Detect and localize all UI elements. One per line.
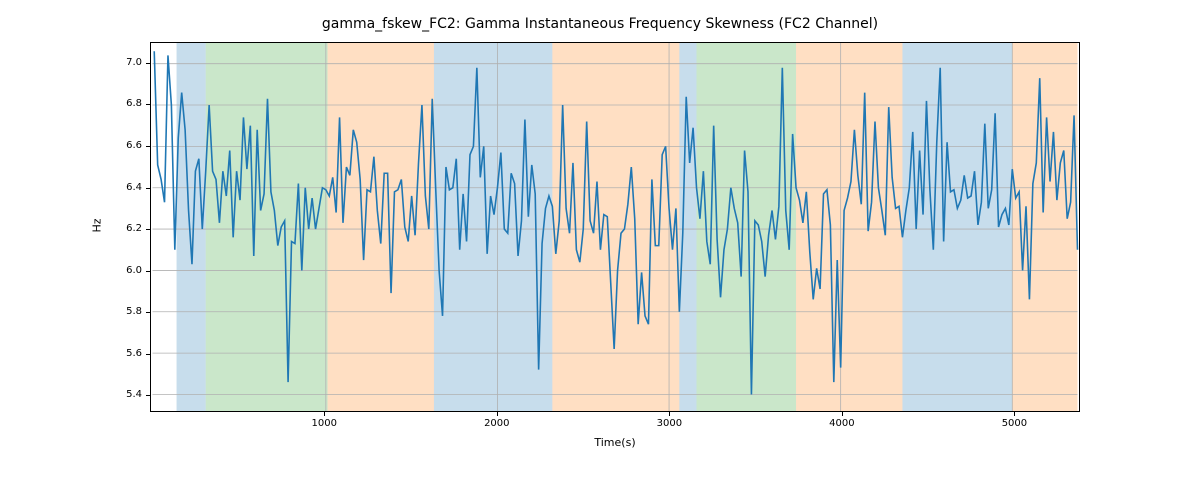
background-band (679, 43, 696, 411)
y-tick-label: 5.6 (126, 348, 142, 359)
x-tick-label: 4000 (829, 418, 854, 429)
x-tick-label: 3000 (657, 418, 682, 429)
background-band (328, 43, 434, 411)
background-band (1012, 43, 1077, 411)
chart-title: gamma_fskew_FC2: Gamma Instantaneous Fre… (0, 16, 1200, 32)
y-tick-mark (146, 354, 150, 355)
x-tick-mark (842, 412, 843, 416)
y-tick-label: 7.0 (126, 57, 142, 68)
y-tick-mark (146, 312, 150, 313)
y-tick-mark (146, 229, 150, 230)
y-tick-label: 6.8 (126, 98, 142, 109)
y-tick-mark (146, 63, 150, 64)
y-tick-label: 6.2 (126, 223, 142, 234)
y-tick-label: 6.4 (126, 182, 142, 193)
y-axis-label: Hz (91, 218, 104, 232)
y-tick-label: 5.8 (126, 306, 142, 317)
y-tick-mark (146, 395, 150, 396)
x-tick-mark (1014, 412, 1015, 416)
y-tick-label: 5.4 (126, 389, 142, 400)
background-band (902, 43, 1012, 411)
plot-area (150, 42, 1080, 412)
y-tick-label: 6.6 (126, 140, 142, 151)
background-band (552, 43, 679, 411)
background-band (434, 43, 552, 411)
figure: gamma_fskew_FC2: Gamma Instantaneous Fre… (0, 0, 1200, 500)
y-tick-mark (146, 271, 150, 272)
x-axis-label: Time(s) (150, 436, 1080, 449)
x-tick-label: 1000 (312, 418, 337, 429)
line-series-svg (151, 43, 1079, 411)
y-tick-mark (146, 146, 150, 147)
x-tick-mark (324, 412, 325, 416)
y-tick-label: 6.0 (126, 265, 142, 276)
x-tick-label: 5000 (1002, 418, 1027, 429)
y-tick-mark (146, 188, 150, 189)
x-tick-mark (497, 412, 498, 416)
background-band (796, 43, 902, 411)
x-tick-label: 2000 (484, 418, 509, 429)
x-tick-mark (669, 412, 670, 416)
y-tick-mark (146, 104, 150, 105)
